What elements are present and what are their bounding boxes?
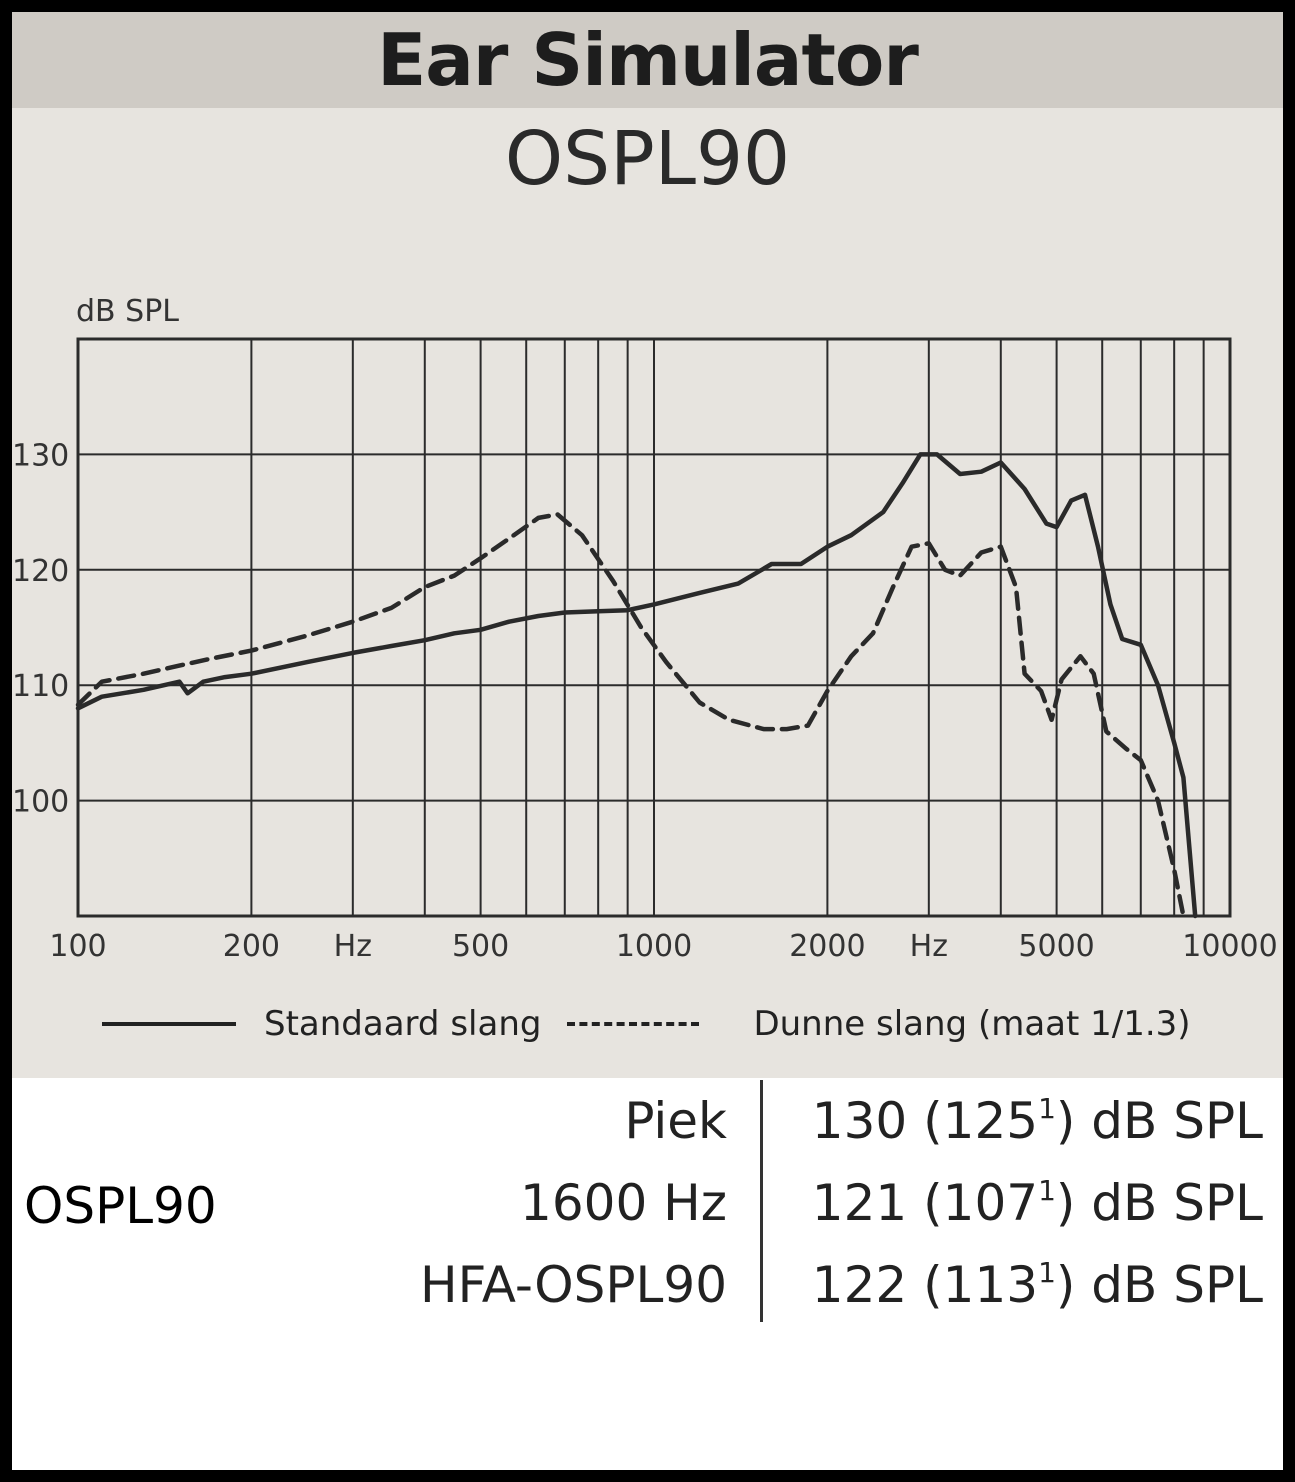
x-tick-label: 10000: [1182, 929, 1277, 964]
y-tick-label: 120: [12, 554, 69, 589]
ospl90-chart: dB SPL 130 120 110 100 100 200 Hz 500 1000 2000 Hz 5…: [12, 294, 1278, 964]
x-tick-label: 100: [49, 929, 106, 964]
legend-label-standaard: Standaard slang: [264, 1004, 542, 1044]
x-tick-label: 1000: [616, 929, 692, 964]
y-tick-label: 130: [12, 438, 69, 473]
chart-panel: OSPL90 dB SPL 130 120 110 100 100 200 Hz 500 1000…: [12, 108, 1283, 1078]
chart-title: OSPL90: [504, 116, 791, 202]
table-cell-value: 121 (1071) dB SPL: [811, 1174, 1263, 1232]
y-axis-label: dB SPL: [76, 294, 179, 329]
x-tick-label: 2000: [789, 929, 865, 964]
table-cell-condition: 1600 Hz: [520, 1174, 727, 1232]
x-tick-label: 200: [223, 929, 280, 964]
page-title: Ear Simulator: [377, 18, 919, 102]
legend-label-dunne: Dunne slang (maat 1/1.3): [753, 1004, 1191, 1044]
table-row: HFA-OSPL90 122 (1131) dB SPL: [12, 1256, 1283, 1326]
table-cell-value: 130 (1251) dB SPL: [811, 1092, 1263, 1150]
ospl90-table: Piek 130 (1251) dB SPL 1600 Hz 121 (1071…: [12, 1082, 1283, 1342]
legend-swatch-dashed: [567, 1022, 700, 1026]
table-row: 1600 Hz 121 (1071) dB SPL: [12, 1174, 1283, 1244]
chart-legend: Standaard slang Dunne slang (maat 1/1.3): [102, 1004, 1191, 1044]
series-line-standaard-slang: [75, 452, 1198, 919]
y-tick-label: 110: [12, 669, 69, 704]
table-row: Piek 130 (1251) dB SPL: [12, 1092, 1283, 1162]
x-tick-label: 500: [452, 929, 509, 964]
table-cell-value: 122 (1131) dB SPL: [811, 1256, 1263, 1314]
spec-card: Ear Simulator OSPL90 dB SPL 130 120 110 100 1…: [12, 12, 1283, 1470]
series-line-dunne-slang: [75, 512, 1186, 919]
table-cell-condition: HFA-OSPL90: [419, 1256, 727, 1314]
table-divider: [760, 1080, 763, 1322]
x-tick-label: Hz: [334, 929, 372, 964]
table-cell-condition: Piek: [624, 1092, 727, 1150]
legend-swatch-solid: [102, 1022, 236, 1026]
x-tick-label: Hz: [910, 929, 948, 964]
header-bar: Ear Simulator: [12, 12, 1283, 108]
table-row-label: OSPL90: [24, 1177, 217, 1235]
plot-frame: [76, 337, 1232, 918]
y-tick-label: 100: [12, 785, 69, 820]
x-tick-label: 5000: [1018, 929, 1094, 964]
